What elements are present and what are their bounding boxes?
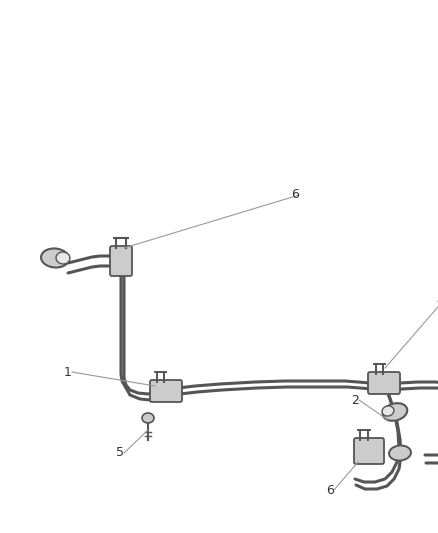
Ellipse shape: [388, 446, 410, 461]
FancyBboxPatch shape: [367, 372, 399, 394]
Ellipse shape: [41, 248, 69, 268]
Ellipse shape: [141, 413, 154, 423]
FancyBboxPatch shape: [150, 380, 182, 402]
Text: 4: 4: [435, 294, 438, 306]
FancyBboxPatch shape: [110, 246, 132, 276]
Text: 2: 2: [350, 393, 358, 407]
Ellipse shape: [382, 403, 406, 421]
Ellipse shape: [56, 252, 70, 264]
Text: 6: 6: [290, 189, 298, 201]
Ellipse shape: [381, 406, 393, 416]
Text: 1: 1: [64, 366, 72, 378]
FancyBboxPatch shape: [353, 438, 383, 464]
Text: 5: 5: [116, 447, 124, 459]
Text: 6: 6: [325, 483, 333, 497]
